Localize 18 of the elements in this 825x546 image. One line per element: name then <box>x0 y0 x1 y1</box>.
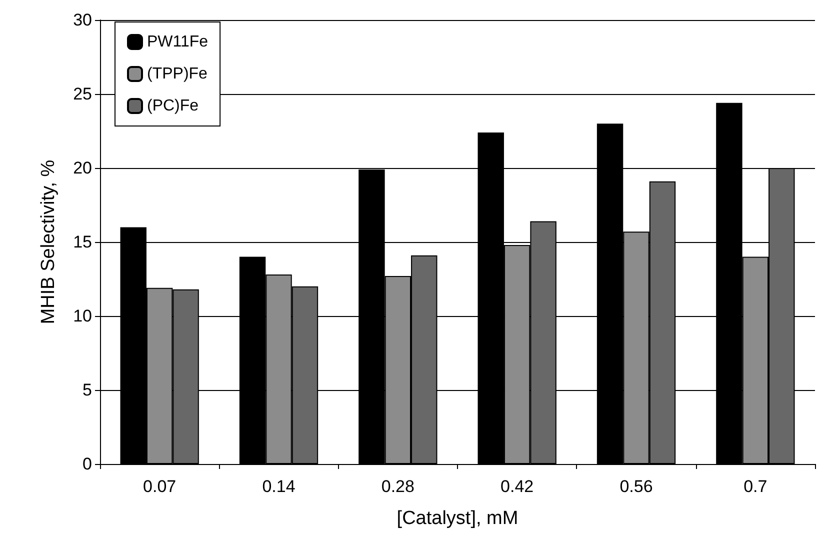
y-tick-label: 5 <box>82 380 92 400</box>
y-tick-label: 25 <box>73 84 92 104</box>
y-tick-label: 15 <box>73 232 92 252</box>
y-axis-title: MHIB Selectivity, % <box>38 160 59 324</box>
x-axis-title: [Catalyst], mM <box>396 508 518 529</box>
y-tick-label: 30 <box>73 10 92 30</box>
x-tick-label: 0.56 <box>620 477 653 496</box>
x-tick-label: 0.14 <box>262 477 296 496</box>
legend-label: (PC)Fe <box>147 98 199 114</box>
x-tick-label: 0.42 <box>500 477 534 496</box>
legend-label: PW11Fe <box>147 34 208 50</box>
legend-label: (TPP)Fe <box>147 66 208 82</box>
y-tick-label: 0 <box>82 454 92 474</box>
x-tick-label: 0.07 <box>143 477 176 496</box>
y-tick-label: 20 <box>73 158 92 178</box>
x-tick-label: 0.28 <box>381 477 414 496</box>
x-tick-label: 0.7 <box>744 477 768 496</box>
y-tick-label: 10 <box>73 306 92 326</box>
